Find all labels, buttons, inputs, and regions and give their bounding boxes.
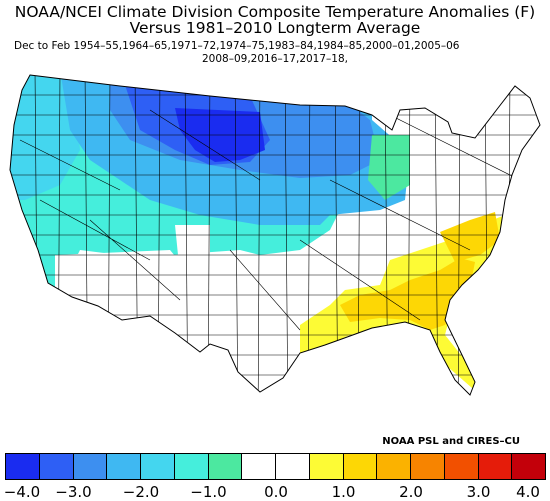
- colorbar-tick-label: 0.0: [264, 483, 288, 501]
- colorbar: [5, 453, 546, 480]
- colorbar-swatch: [5, 453, 40, 480]
- colorbar-swatch: [410, 453, 445, 480]
- us-climate-division-map: [9, 74, 541, 396]
- region-fill-nevada-normal: [175, 225, 210, 255]
- region-fill-great-lakes-cool: [368, 135, 410, 200]
- colorbar-swatch: [207, 453, 243, 480]
- division-boundaries: [10, 75, 540, 395]
- colorbar-tick-label: 1.0: [331, 483, 356, 501]
- colorbar-tick-label: −1.0: [190, 483, 227, 501]
- colorbar-swatch: [72, 453, 108, 480]
- colorbar-swatch: [241, 453, 276, 480]
- colorbar-tick-label: −2.0: [122, 483, 160, 501]
- region-fill-mid-atlantic-warm: [440, 212, 500, 262]
- colorbar-swatch: [38, 453, 74, 480]
- colorbar-swatch: [106, 453, 141, 480]
- colorbar-tick-label: 2.0: [399, 483, 423, 501]
- colorbar-tick-label: 3.0: [466, 483, 491, 501]
- colorbar-tick-label: −4.0: [3, 483, 41, 501]
- colorbar-swatch: [511, 453, 546, 480]
- colorbar-swatch: [173, 453, 209, 480]
- region-fill-southwest-normal: [55, 250, 210, 335]
- colorbar-tick-label: 4.0: [516, 483, 540, 501]
- period-years-line2: 2008–09,2016–17,2017–18,: [201, 53, 348, 65]
- colorbar-swatch: [342, 453, 378, 480]
- colorbar-swatch: [275, 453, 310, 480]
- colorbar-tick-label: −3.0: [55, 483, 92, 501]
- region-fill-georgia-carolinas-warm: [340, 258, 475, 330]
- map-title-line2: Versus 1981–2010 Longterm Average: [129, 19, 421, 37]
- colorbar-swatch: [140, 453, 175, 480]
- data-source-credit: NOAA PSL and CIRES–CU: [382, 436, 520, 447]
- us-outline: [9, 74, 541, 396]
- colorbar-swatch: [443, 453, 479, 480]
- colorbar-swatch: [376, 453, 411, 480]
- map-title-line1: NOAA/NCEI Climate Division Composite Tem…: [14, 3, 536, 21]
- period-years-line1: Dec to Feb 1954–55,1964–65,1971–72,1974–…: [14, 40, 460, 52]
- colorbar-swatch: [308, 453, 344, 480]
- colorbar-swatch: [477, 453, 513, 480]
